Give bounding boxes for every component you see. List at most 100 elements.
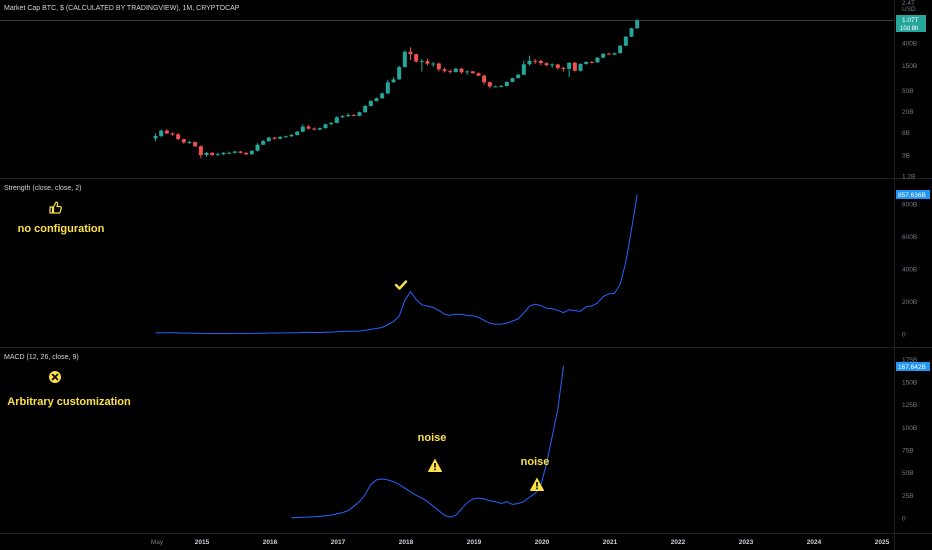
strength-pane-title[interactable]: Strength (close, close, 2) (4, 185, 81, 192)
candle-body (612, 53, 617, 55)
time-axis-label: 2021 (603, 539, 618, 546)
candle-body (238, 151, 243, 153)
candle-body (402, 51, 407, 68)
strength-scale-tick-label: 800B (902, 202, 917, 209)
candle-body (204, 152, 209, 155)
time-axis-label: May (151, 539, 164, 546)
strength-scale-tick-label: 400B (902, 267, 917, 274)
strength-scale-ticks[interactable]: 800B 600B 400B 200B 0 (902, 202, 917, 339)
candle-body (425, 61, 430, 64)
time-axis-label: 2024 (807, 539, 822, 546)
time-axis-label: 2018 (399, 539, 414, 546)
macd-line (291, 365, 564, 519)
time-axis-label: 2016 (263, 539, 278, 546)
candle-body (210, 152, 215, 155)
macd-scale-tick-label: 125B (902, 402, 917, 409)
candle-body (629, 28, 634, 37)
time-axis-label: 2017 (331, 539, 346, 546)
price-last-badge-countdown: 10d 8h (900, 26, 918, 32)
macd-last-badge: 175B 167.642B (896, 357, 930, 371)
candle-body (618, 45, 623, 54)
candle-body (550, 64, 555, 66)
candle-body (221, 152, 226, 155)
candle-body (482, 75, 487, 83)
candle-body (635, 20, 640, 29)
price-last-badge-value: 1.07T (902, 17, 919, 24)
candle-body (351, 115, 356, 117)
time-axis-label: 2015 (195, 539, 210, 546)
noise-label: noise (521, 456, 550, 468)
candle-body (215, 154, 220, 156)
arbitrary-customization-label: Arbitrary customization (7, 396, 131, 408)
price-pane-title[interactable]: Market Cap BTC, $ (CALCULATED BY TRADING… (4, 5, 240, 12)
macd-scale-ticks[interactable]: 150B 125B 100B 75B 50B 25B 0 (902, 380, 917, 523)
candle-body (397, 67, 402, 80)
candle-body (601, 53, 606, 58)
candle-body (606, 53, 611, 55)
noise-label: noise (418, 432, 447, 444)
candle-body (306, 126, 311, 129)
candle-body (578, 63, 583, 71)
price-scale-top-tick: 2.4T (902, 0, 915, 7)
strength-scale-tick-label: 0 (902, 332, 906, 339)
time-axis[interactable]: May 2015 2016 2017 2018 2019 2020 2021 2022 2023 2… (151, 539, 890, 546)
macd-scale-tick-label: 150B (902, 380, 917, 387)
macd-scale-top-tick: 175B (902, 357, 917, 364)
macd-last-badge-value: 167.642B (898, 364, 926, 371)
candle-body (187, 141, 192, 143)
candle-body (261, 141, 266, 145)
price-scale-tick-label: 3B (902, 153, 910, 160)
candle-body (589, 61, 594, 63)
macd-line-series (291, 365, 564, 519)
macd-scale-tick-label: 25B (902, 493, 914, 500)
candle-body (380, 93, 385, 99)
time-axis-label: 2025 (875, 539, 890, 546)
candle-body (193, 141, 198, 147)
candle-body (448, 71, 453, 73)
candle-body (408, 51, 413, 55)
candle-body (176, 134, 181, 140)
price-scale-tick-label: 8B (902, 130, 910, 137)
price-scale-tick-label: 1.2B (902, 173, 915, 180)
candle-body (595, 57, 600, 63)
candle-body (533, 60, 538, 62)
candle-body (431, 63, 436, 65)
candle-body (510, 78, 515, 82)
candle-body (374, 98, 379, 102)
candle-body (317, 128, 322, 130)
candle-body (170, 133, 175, 135)
strength-scale-tick-label: 200B (902, 299, 917, 306)
price-scale-ticks[interactable]: 400B 150B 50B 20B 8B 3B 1.2B (902, 41, 917, 181)
price-scale-tick-label: 20B (902, 109, 914, 116)
candle-body (249, 150, 254, 155)
candle-body (181, 139, 186, 143)
no-configuration-label: no configuration (18, 223, 105, 235)
time-axis-label: 2023 (739, 539, 754, 546)
strength-line-series (155, 194, 638, 335)
candle-body (465, 71, 470, 73)
candle-body (289, 134, 294, 137)
candle-body (340, 116, 345, 118)
macd-pane-title[interactable]: MACD (12, 26, close, 9) (4, 354, 79, 361)
thumbs-up-icon (49, 201, 62, 214)
checkmark-icon (394, 280, 408, 290)
candle-body (153, 135, 158, 139)
candle-body (572, 62, 577, 71)
price-scale-unit: USD (902, 6, 916, 13)
candle-body (198, 146, 203, 155)
candle-body (555, 64, 560, 68)
strength-last-badge: 857.636B (896, 190, 930, 199)
strength-scale-tick-label: 600B (902, 234, 917, 241)
candle-body (164, 130, 169, 134)
candle-body (368, 101, 373, 107)
candle-body (470, 71, 475, 74)
candle-body (295, 131, 300, 135)
time-axis-label: 2019 (467, 539, 482, 546)
candle-body (459, 68, 464, 73)
candle-body (521, 64, 526, 75)
warning-icon (530, 478, 544, 491)
time-axis-label: 2020 (535, 539, 550, 546)
price-scale-tick-label: 400B (902, 41, 917, 48)
candle-body (244, 152, 249, 155)
